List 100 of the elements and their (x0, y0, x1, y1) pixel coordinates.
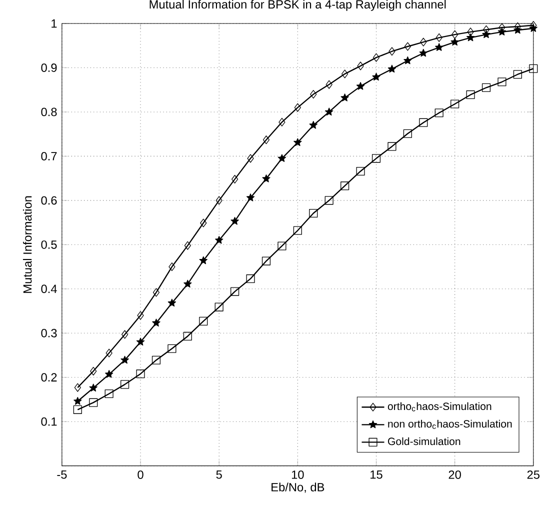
point (388, 142, 396, 152)
legend-label: non ortho$_{c}$haos-Simulation (388, 420, 512, 430)
point (106, 348, 112, 358)
point (183, 332, 192, 341)
chart-title: Mutual Information for BPSK in a 4-tap Rayleigh channel (150, 0, 446, 12)
x-tick-label: -5 (57, 470, 67, 480)
point (419, 49, 428, 57)
point (498, 28, 506, 36)
point (246, 194, 255, 202)
y-tick-label: 0.5 (41, 240, 57, 250)
point (420, 38, 427, 47)
point (278, 242, 286, 251)
point (230, 217, 239, 226)
point (262, 136, 270, 144)
point (514, 26, 522, 34)
point (168, 262, 176, 272)
point (230, 288, 240, 296)
point (184, 280, 192, 288)
y-tick-label: 0.2 (41, 373, 57, 382)
point (340, 94, 349, 102)
point (152, 288, 160, 297)
point (216, 196, 222, 205)
point (482, 30, 490, 38)
point (310, 90, 317, 99)
y-tick-label: 0.8 (41, 108, 57, 116)
point (434, 108, 444, 118)
point (168, 344, 176, 354)
point (262, 256, 271, 266)
point (357, 62, 364, 71)
y-tick-label: 0.4 (41, 284, 57, 294)
point (214, 236, 224, 244)
point (199, 256, 208, 264)
y-tick-label: 0.7 (41, 152, 57, 161)
point (324, 196, 334, 205)
point (278, 118, 286, 127)
point (498, 78, 506, 86)
point (136, 370, 145, 378)
point (372, 54, 380, 62)
point (152, 356, 161, 365)
point (356, 167, 365, 176)
point (388, 65, 396, 73)
point (200, 218, 207, 228)
x-axis-title: Eb/No, dB (272, 482, 324, 494)
point (89, 384, 98, 392)
y-tick-label: 0.1 (41, 418, 57, 426)
point (404, 42, 411, 52)
point (467, 28, 474, 36)
point (513, 70, 522, 79)
point (232, 175, 238, 184)
point (326, 80, 332, 90)
point (120, 380, 130, 389)
point (419, 118, 428, 128)
point (482, 84, 491, 92)
point (450, 100, 460, 109)
point (214, 302, 224, 312)
y-tick-label: 1 (52, 20, 57, 28)
point (246, 274, 255, 284)
point (466, 34, 475, 42)
point (137, 311, 144, 320)
point (436, 34, 442, 42)
point (404, 56, 412, 64)
x-tick-label: 25 (527, 470, 540, 480)
point (372, 72, 380, 81)
point (340, 182, 350, 190)
point (356, 82, 365, 90)
point (529, 64, 538, 74)
point (168, 299, 176, 307)
point (450, 38, 459, 46)
y-axis-title: Mutual Information (22, 196, 32, 294)
y-tick-label: 0.3 (41, 329, 57, 338)
point (309, 209, 318, 218)
point (152, 318, 160, 327)
point (452, 30, 458, 40)
point (372, 154, 381, 163)
point (104, 370, 114, 378)
point (309, 121, 318, 130)
point (388, 47, 396, 56)
point (120, 356, 129, 364)
point (435, 43, 444, 52)
point (529, 24, 538, 32)
point (199, 317, 208, 326)
legend-label: Gold-simulation (388, 438, 460, 446)
x-tick-label: 20 (448, 470, 461, 480)
point (342, 70, 348, 78)
point (90, 367, 97, 376)
point (104, 390, 114, 398)
point (325, 108, 334, 116)
point (136, 338, 145, 346)
y-tick-label: 0.9 (41, 64, 57, 72)
x-tick-label: 15 (370, 470, 382, 480)
legend-label: ortho$_{c}$haos-Simulation (388, 402, 492, 412)
x-tick-label: 10 (292, 470, 304, 480)
point (294, 104, 301, 112)
point (74, 383, 81, 392)
point (293, 226, 302, 236)
point (262, 174, 270, 183)
point (466, 90, 475, 100)
x-tick-label: 0 (138, 470, 144, 480)
point (121, 330, 128, 339)
point (294, 138, 302, 146)
